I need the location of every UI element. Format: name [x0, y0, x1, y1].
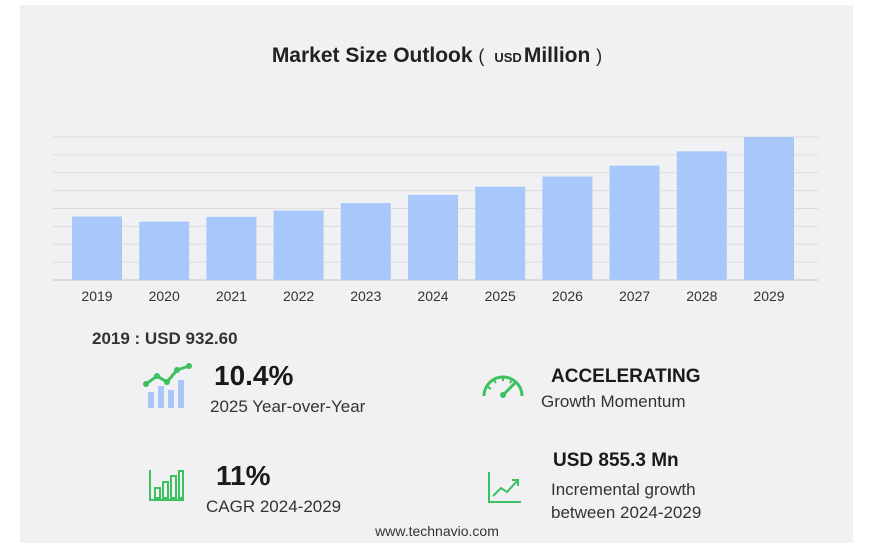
- yoy-label: 2025 Year-over-Year: [210, 397, 366, 416]
- cagr-value: 11%: [216, 460, 271, 491]
- bar-2028: [676, 151, 727, 280]
- x-tick-label-2020: 2020: [149, 288, 180, 304]
- bar-2020: [139, 221, 190, 280]
- incremental-label-2: between 2024-2029: [551, 503, 702, 522]
- x-tick-label-2027: 2027: [619, 288, 650, 304]
- momentum-value: ACCELERATING: [551, 366, 701, 387]
- yoy-value: 10.4%: [214, 360, 294, 391]
- footer-url: www.technavio.com: [375, 523, 499, 539]
- bars: [72, 137, 794, 280]
- bar-2029: [744, 137, 794, 280]
- speedometer-icon: [482, 375, 524, 398]
- growth-chart-icon: [143, 363, 192, 408]
- x-tick-label-2025: 2025: [485, 288, 516, 304]
- x-tick-label-2026: 2026: [552, 288, 583, 304]
- chart-title: Market Size Outlook (USDMillion ): [271, 44, 603, 67]
- base-year-value: 2019 : USD 932.60: [92, 329, 238, 348]
- incremental-label-1: Incremental growth: [551, 480, 696, 499]
- x-tick-label-2019: 2019: [81, 288, 112, 304]
- x-tick-label-2022: 2022: [283, 288, 314, 304]
- bar-2024: [408, 194, 458, 280]
- bar-2027: [609, 165, 660, 280]
- bar-chart: 2019 2020 2021 2022 2023 2024 2025 2026 2027 2028…: [53, 136, 818, 304]
- x-tick-label-2024: 2024: [417, 288, 448, 304]
- bar-2021: [206, 216, 257, 280]
- bar-2026: [542, 176, 593, 280]
- bar-2025: [475, 186, 526, 280]
- trend-line-icon: [488, 472, 521, 503]
- x-tick-label-2029: 2029: [753, 288, 784, 304]
- bar-2023: [340, 203, 391, 280]
- momentum-label: Growth Momentum: [541, 392, 686, 411]
- x-tick-label-2028: 2028: [686, 288, 717, 304]
- bar-2022: [273, 210, 324, 280]
- incremental-value: USD 855.3 Mn: [553, 450, 679, 471]
- bar-growth-icon: [149, 470, 184, 501]
- bar-2019: [72, 216, 122, 280]
- x-tick-labels: 2019 2020 2021 2022 2023 2024 2025 2026 2027 2028…: [81, 288, 784, 304]
- x-tick-label-2023: 2023: [350, 288, 381, 304]
- cagr-label: CAGR 2024-2029: [206, 497, 342, 516]
- x-tick-label-2021: 2021: [216, 288, 247, 304]
